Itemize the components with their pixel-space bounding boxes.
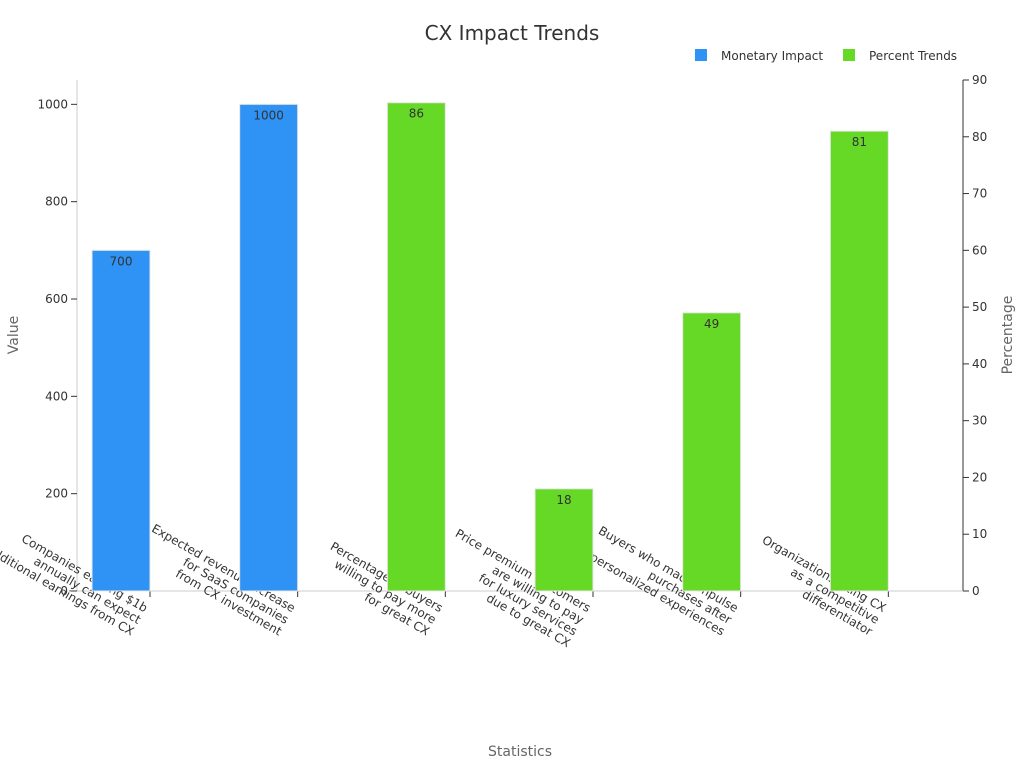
y-tick-label: 0 (60, 584, 68, 598)
y2-tick-label: 80 (972, 130, 987, 144)
y-axis-title: Value (6, 316, 22, 354)
y2-tick-label: 40 (972, 357, 987, 371)
bar (91, 249, 151, 592)
y2-tick-label: 60 (972, 243, 987, 257)
bar (386, 102, 446, 592)
chart-title: CX Impact Trends (425, 21, 600, 45)
x-axis-title: Statistics (488, 744, 552, 760)
data-label: 1000 (253, 108, 284, 122)
data-label: 700 (110, 254, 133, 268)
bars: 700 1000 86 18 49 81 (91, 102, 889, 592)
data-label: 18 (556, 493, 571, 507)
y2-tick-label: 0 (972, 584, 980, 598)
bar (829, 130, 889, 592)
y-tick-label: 600 (45, 292, 68, 306)
y-tick-label: 1000 (37, 97, 68, 111)
y-tick-label: 400 (45, 389, 68, 403)
data-label: 49 (704, 317, 719, 331)
legend-label: Monetary Impact (721, 49, 823, 63)
data-label: 81 (852, 135, 867, 149)
legend-swatch (695, 49, 707, 61)
y2-tick-label: 30 (972, 414, 987, 428)
y2-tick-label: 20 (972, 470, 987, 484)
legend-label: Percent Trends (869, 49, 957, 63)
y-tick-label: 800 (45, 195, 68, 209)
bar (682, 312, 742, 592)
y2-tick-label: 90 (972, 73, 987, 87)
legend: Monetary Impact Percent Trends (695, 49, 957, 63)
legend-swatch (843, 49, 855, 61)
y-tick-label: 200 (45, 487, 68, 501)
y2-tick-label: 50 (972, 300, 987, 314)
y2-axis-title: Percentage (1000, 296, 1016, 375)
bar (534, 488, 594, 592)
bar (239, 103, 299, 592)
data-label: 86 (409, 107, 424, 121)
y2-tick-label: 10 (972, 527, 987, 541)
y2-tick-label: 70 (972, 187, 987, 201)
